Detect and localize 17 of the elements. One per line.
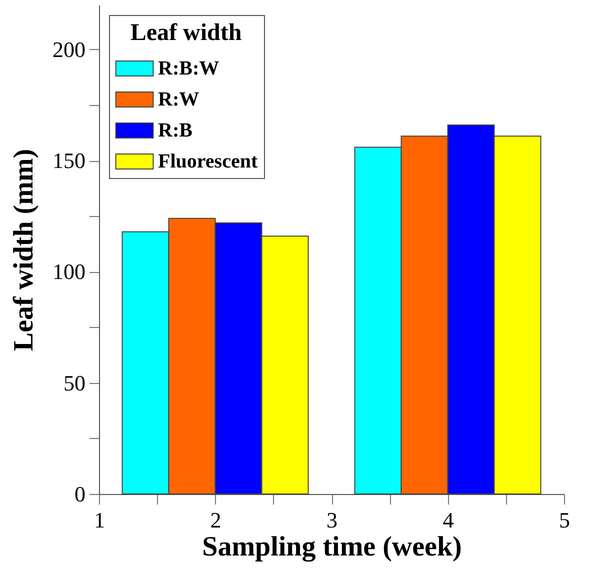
y-tick-label: 0 [74, 482, 86, 506]
y-axis-title: Leaf width (mm) [8, 148, 40, 352]
legend-label: Fluorescent [158, 150, 258, 172]
legend-label: R:W [158, 88, 200, 110]
x-tick-label: 3 [326, 508, 338, 532]
y-tick-label: 100 [52, 259, 86, 284]
x-tick-label: 1 [94, 508, 105, 532]
y-tick-label: 150 [52, 148, 86, 174]
x-tick-label: 5 [559, 508, 570, 532]
legend-title: Leaf width [130, 20, 242, 46]
x-tick-label: 4 [442, 508, 454, 532]
x-axis-title: Sampling time (week) [202, 532, 462, 562]
x-tick-label: 2 [210, 508, 222, 532]
legend-label: R:B [158, 120, 192, 142]
y-tick-label: 50 [64, 370, 86, 396]
legend-label: R:B:W [158, 58, 220, 80]
y-tick-label: 200 [52, 36, 86, 62]
